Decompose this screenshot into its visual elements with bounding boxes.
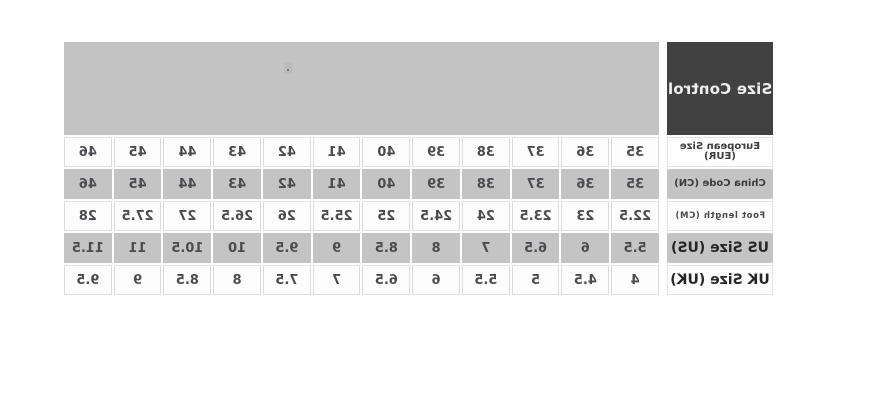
header-band <box>64 42 659 135</box>
size-cell: 41 <box>312 137 361 167</box>
size-cell: 25 <box>362 201 411 231</box>
row-cells: 22.5 23 23.5 24 24.5 25 25.5 26 26.5 27 27.5 28 <box>64 201 659 231</box>
size-cell: 6 <box>412 265 460 295</box>
size-cell: 35 <box>611 169 659 199</box>
size-cell: 26 <box>263 201 311 231</box>
size-cell: 39 <box>412 169 460 199</box>
size-cell: 40 <box>362 169 411 199</box>
size-cell: 39 <box>412 137 460 167</box>
row-label: US Size (US) <box>667 233 773 263</box>
size-cell: 6.5 <box>362 265 411 295</box>
size-cell: 28 <box>64 201 112 231</box>
size-cell: 38 <box>462 137 510 167</box>
size-cell: 27 <box>163 201 212 231</box>
size-cell: 7 <box>312 265 361 295</box>
size-control-title: Size Control <box>667 42 773 135</box>
row-cells: 35 36 37 38 39 40 41 42 43 44 45 46 <box>64 137 659 167</box>
size-cell: 43 <box>213 137 261 167</box>
size-cell: 41 <box>312 169 361 199</box>
size-cell: 36 <box>561 169 610 199</box>
size-cell: 23.5 <box>511 201 560 231</box>
size-cell: 46 <box>64 137 112 167</box>
size-cell: 26.5 <box>213 201 261 231</box>
table-row: US Size (US) 5.5 6 6.5 7 8 8.5 9 9.5 10 10.5 11 11.5 <box>64 233 773 263</box>
size-cell: 45 <box>113 169 162 199</box>
table-row: European Size (EUR) 35 36 37 38 39 40 41 42 43 44 4… <box>64 137 773 167</box>
size-cell: 37 <box>511 137 560 167</box>
table-header: Size Control <box>64 42 773 135</box>
size-cell: 46 <box>64 169 112 199</box>
size-cell: 5.5 <box>611 233 659 263</box>
size-cell: 35 <box>611 137 659 167</box>
size-cell: 44 <box>163 169 212 199</box>
table-row: UK Size (UK) 4 4.5 5 5.5 6 6.5 7 7.5 8 8.5 9 9.5 <box>64 265 773 295</box>
size-cell: 25.5 <box>312 201 361 231</box>
size-cell: 38 <box>462 169 510 199</box>
size-cell: 9 <box>113 265 162 295</box>
size-cell: 42 <box>263 169 311 199</box>
size-cell: 27.5 <box>113 201 162 231</box>
table-rows: European Size (EUR) 35 36 37 38 39 40 41 42 43 44 4… <box>64 137 773 295</box>
row-label: UK Size (UK) <box>667 265 773 295</box>
size-cell: 24.5 <box>412 201 460 231</box>
size-cell: 5 <box>511 265 560 295</box>
smudge-artifact <box>284 63 293 73</box>
size-cell: 24 <box>462 201 510 231</box>
size-cell: 5.5 <box>462 265 510 295</box>
table-row: China Code (CN) 35 36 37 38 39 40 41 42 43 44 45 46 <box>64 169 773 199</box>
size-cell: 4.5 <box>561 265 610 295</box>
row-cells: 5.5 6 6.5 7 8 8.5 9 9.5 10 10.5 11 11.5 <box>64 233 659 263</box>
size-cell: 9.5 <box>64 265 112 295</box>
row-label: Foot length (CM) <box>667 201 773 231</box>
row-cells: 4 4.5 5 5.5 6 6.5 7 7.5 8 8.5 9 9.5 <box>64 265 659 295</box>
size-cell: 6.5 <box>511 233 560 263</box>
row-cells: 35 36 37 38 39 40 41 42 43 44 45 46 <box>64 169 659 199</box>
size-table-mirrored: Size Control European Size (EUR) 35 36 37 38… <box>64 42 773 295</box>
size-cell: 11.5 <box>64 233 112 263</box>
size-cell: 8.5 <box>362 233 411 263</box>
size-cell: 43 <box>213 169 261 199</box>
size-cell: 8.5 <box>163 265 212 295</box>
size-cell: 8 <box>213 265 261 295</box>
size-cell: 4 <box>611 265 659 295</box>
size-cell: 36 <box>561 137 610 167</box>
size-cell: 10 <box>213 233 261 263</box>
size-cell: 45 <box>113 137 162 167</box>
size-cell: 40 <box>362 137 411 167</box>
table-row: Foot length (CM) 22.5 23 23.5 24 24.5 25 25.5 26… <box>64 201 773 231</box>
size-cell: 9 <box>312 233 361 263</box>
row-label: China Code (CN) <box>667 169 773 199</box>
size-cell: 11 <box>113 233 162 263</box>
size-cell: 6 <box>561 233 610 263</box>
size-cell: 10.5 <box>163 233 212 263</box>
size-cell: 42 <box>263 137 311 167</box>
row-label: European Size (EUR) <box>667 137 773 167</box>
size-cell: 9.5 <box>263 233 311 263</box>
size-cell: 22.5 <box>611 201 659 231</box>
size-cell: 8 <box>412 233 460 263</box>
size-cell: 7 <box>462 233 510 263</box>
size-cell: 37 <box>511 169 560 199</box>
size-cell: 7.5 <box>263 265 311 295</box>
size-cell: 23 <box>561 201 610 231</box>
size-cell: 44 <box>163 137 212 167</box>
